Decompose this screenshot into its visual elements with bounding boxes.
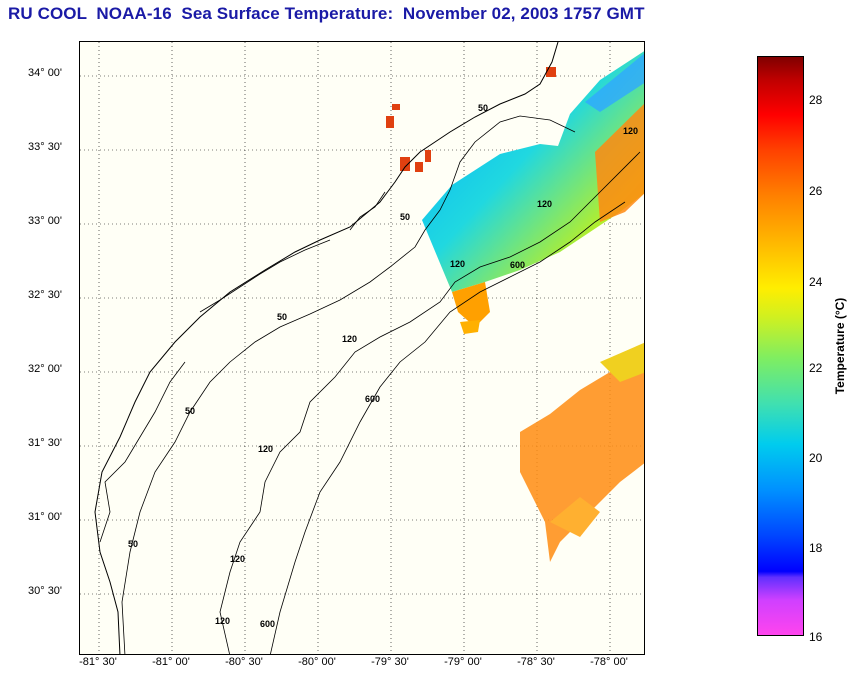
colorbar-tick: 20 <box>809 451 823 465</box>
sst-coastal-patches <box>386 67 556 172</box>
colorbar-tick: 16 <box>809 630 823 644</box>
sst-swath-north <box>422 51 644 334</box>
contour-label: 50 <box>128 539 138 549</box>
lon-label: -81° 00' <box>152 656 190 668</box>
contour-label: 600 <box>510 260 525 270</box>
colorbar-tick: 28 <box>809 93 823 107</box>
lat-label: 34° 00' <box>28 67 63 79</box>
map-canvas: 50 50 50 50 50 120 120 120 120 120 120 1… <box>80 42 644 654</box>
colorbar-tick: 22 <box>809 361 823 375</box>
lat-label: 30° 30' <box>28 585 63 597</box>
colorbar-tick: 26 <box>809 184 823 198</box>
lon-label: -79° 00' <box>444 656 482 668</box>
contour-label: 120 <box>450 259 465 269</box>
contour-label: 120 <box>258 444 273 454</box>
contour-label: 120 <box>342 334 357 344</box>
contour-label: 600 <box>365 394 380 404</box>
lon-label: -80° 30' <box>225 656 263 668</box>
sst-swath-south <box>520 342 644 562</box>
contour-label: 120 <box>537 199 552 209</box>
page-title: RU COOL NOAA-16 Sea Surface Temperature:… <box>8 4 645 23</box>
contour-label: 50 <box>277 312 287 322</box>
graticule <box>80 42 644 654</box>
contour-label: 120 <box>215 616 230 626</box>
contour-label: 120 <box>230 554 245 564</box>
lat-label: 32° 30' <box>28 289 63 301</box>
temperature-colorbar <box>757 56 804 636</box>
contour-label: 600 <box>260 619 275 629</box>
lat-label: 32° 00' <box>28 363 63 375</box>
lon-label: -78° 30' <box>517 656 555 668</box>
isobath-50 <box>121 115 576 654</box>
isobath-600 <box>270 201 626 654</box>
lon-label: -80° 00' <box>298 656 336 668</box>
lon-label: -78° 00' <box>590 656 628 668</box>
lon-label: -79° 30' <box>371 656 409 668</box>
lon-label: -81° 30' <box>79 656 117 668</box>
contour-label: 50 <box>400 212 410 222</box>
lat-label: 33° 00' <box>28 215 63 227</box>
contour-label: 50 <box>478 103 488 113</box>
sst-map[interactable]: 50 50 50 50 50 120 120 120 120 120 120 1… <box>79 41 645 655</box>
coastline-detail <box>99 191 386 543</box>
colorbar-label: Temperature (°C) <box>833 297 847 395</box>
contour-label: 120 <box>623 126 638 136</box>
coastline <box>94 42 559 654</box>
colorbar-tick: 18 <box>809 541 823 555</box>
lat-label: 33° 30' <box>28 141 63 153</box>
contour-label: 50 <box>185 406 195 416</box>
lat-label: 31° 00' <box>28 511 63 523</box>
colorbar-tick: 24 <box>809 275 823 289</box>
lat-label: 31° 30' <box>28 437 63 449</box>
isobath-120 <box>219 151 641 654</box>
